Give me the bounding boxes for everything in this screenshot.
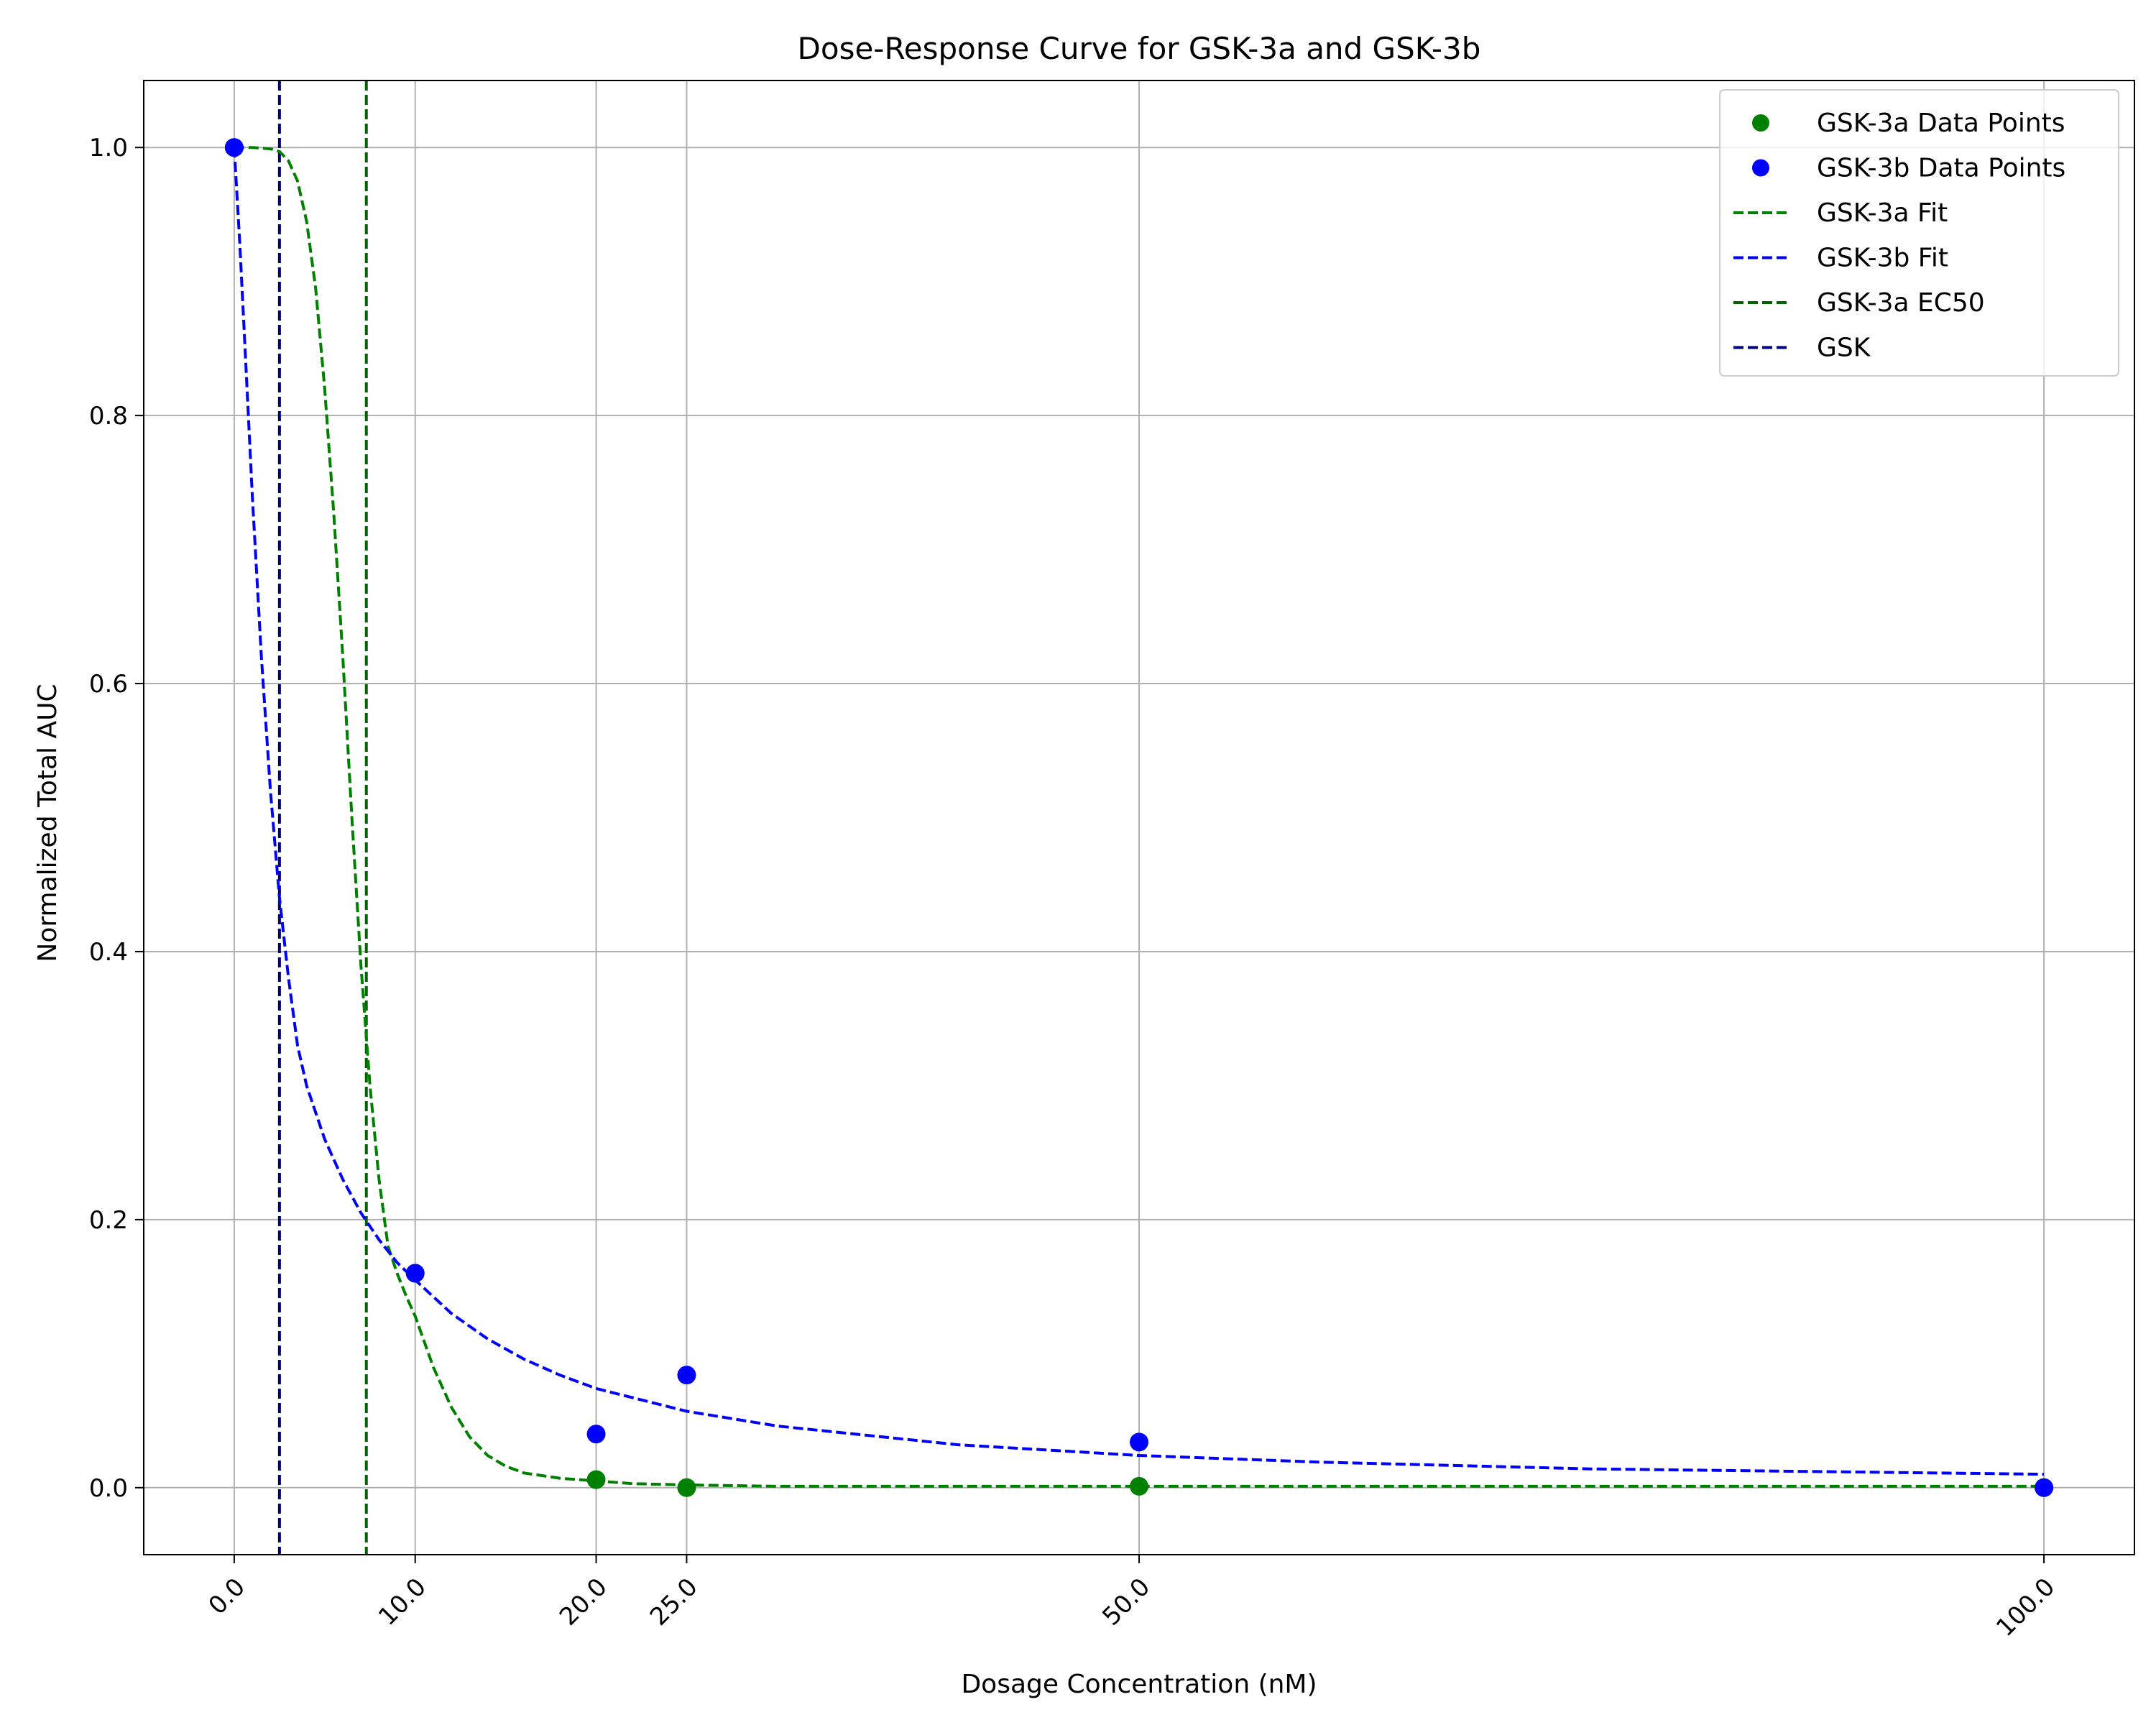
- data-point: [1130, 1432, 1148, 1452]
- data-point: [1130, 1476, 1148, 1496]
- legend-label: GSK-3b Data Points: [1817, 154, 2065, 183]
- y-tick-label: 0.6: [89, 670, 128, 699]
- y-axis-label: Normalized Total AUC: [33, 684, 63, 962]
- y-tick-label: 0.4: [89, 938, 128, 967]
- legend-label: GSK: [1817, 334, 1871, 363]
- y-tick-label: 0.2: [89, 1206, 128, 1235]
- chart-title: Dose-Response Curve for GSK-3a and GSK-3…: [798, 31, 1481, 66]
- data-points: [224, 138, 2054, 1497]
- data-point: [405, 1264, 425, 1283]
- fit-curve: [234, 146, 2045, 1488]
- grid-lines: [144, 80, 2134, 1555]
- legend-box: [1719, 89, 2119, 377]
- fit-curves: [232, 146, 2045, 1488]
- fit-curve: [232, 147, 2045, 1476]
- legend-label: GSK-3b Fit: [1817, 244, 1948, 273]
- data-point: [677, 1366, 696, 1385]
- legend-marker: [1752, 114, 1769, 132]
- legend-label: GSK-3a Data Points: [1817, 109, 2065, 138]
- y-tick-label: 0.8: [89, 402, 128, 431]
- data-point: [224, 138, 244, 157]
- data-point: [677, 1478, 696, 1497]
- data-point: [586, 1425, 606, 1444]
- data-point: [586, 1470, 606, 1489]
- legend-marker: [1752, 159, 1769, 177]
- y-tick-label: 0.0: [89, 1474, 128, 1503]
- ec50-lines: [277, 80, 368, 1555]
- legend: GSK-3a Data Points GSK-3b Data Points GSK-…: [1719, 89, 2119, 377]
- y-tick-label: 1.0: [89, 134, 128, 162]
- y-axis: 0.0 0.2 0.4 0.6 0.8 1.0: [89, 134, 144, 1503]
- x-axis-label: Dosage Concentration (nM): [961, 1670, 1317, 1699]
- data-point: [2035, 1478, 2054, 1497]
- legend-label: GSK-3a Fit: [1817, 198, 1948, 228]
- plot-area: [143, 80, 2135, 1555]
- legend-label: GSK-3a EC50: [1817, 288, 1985, 318]
